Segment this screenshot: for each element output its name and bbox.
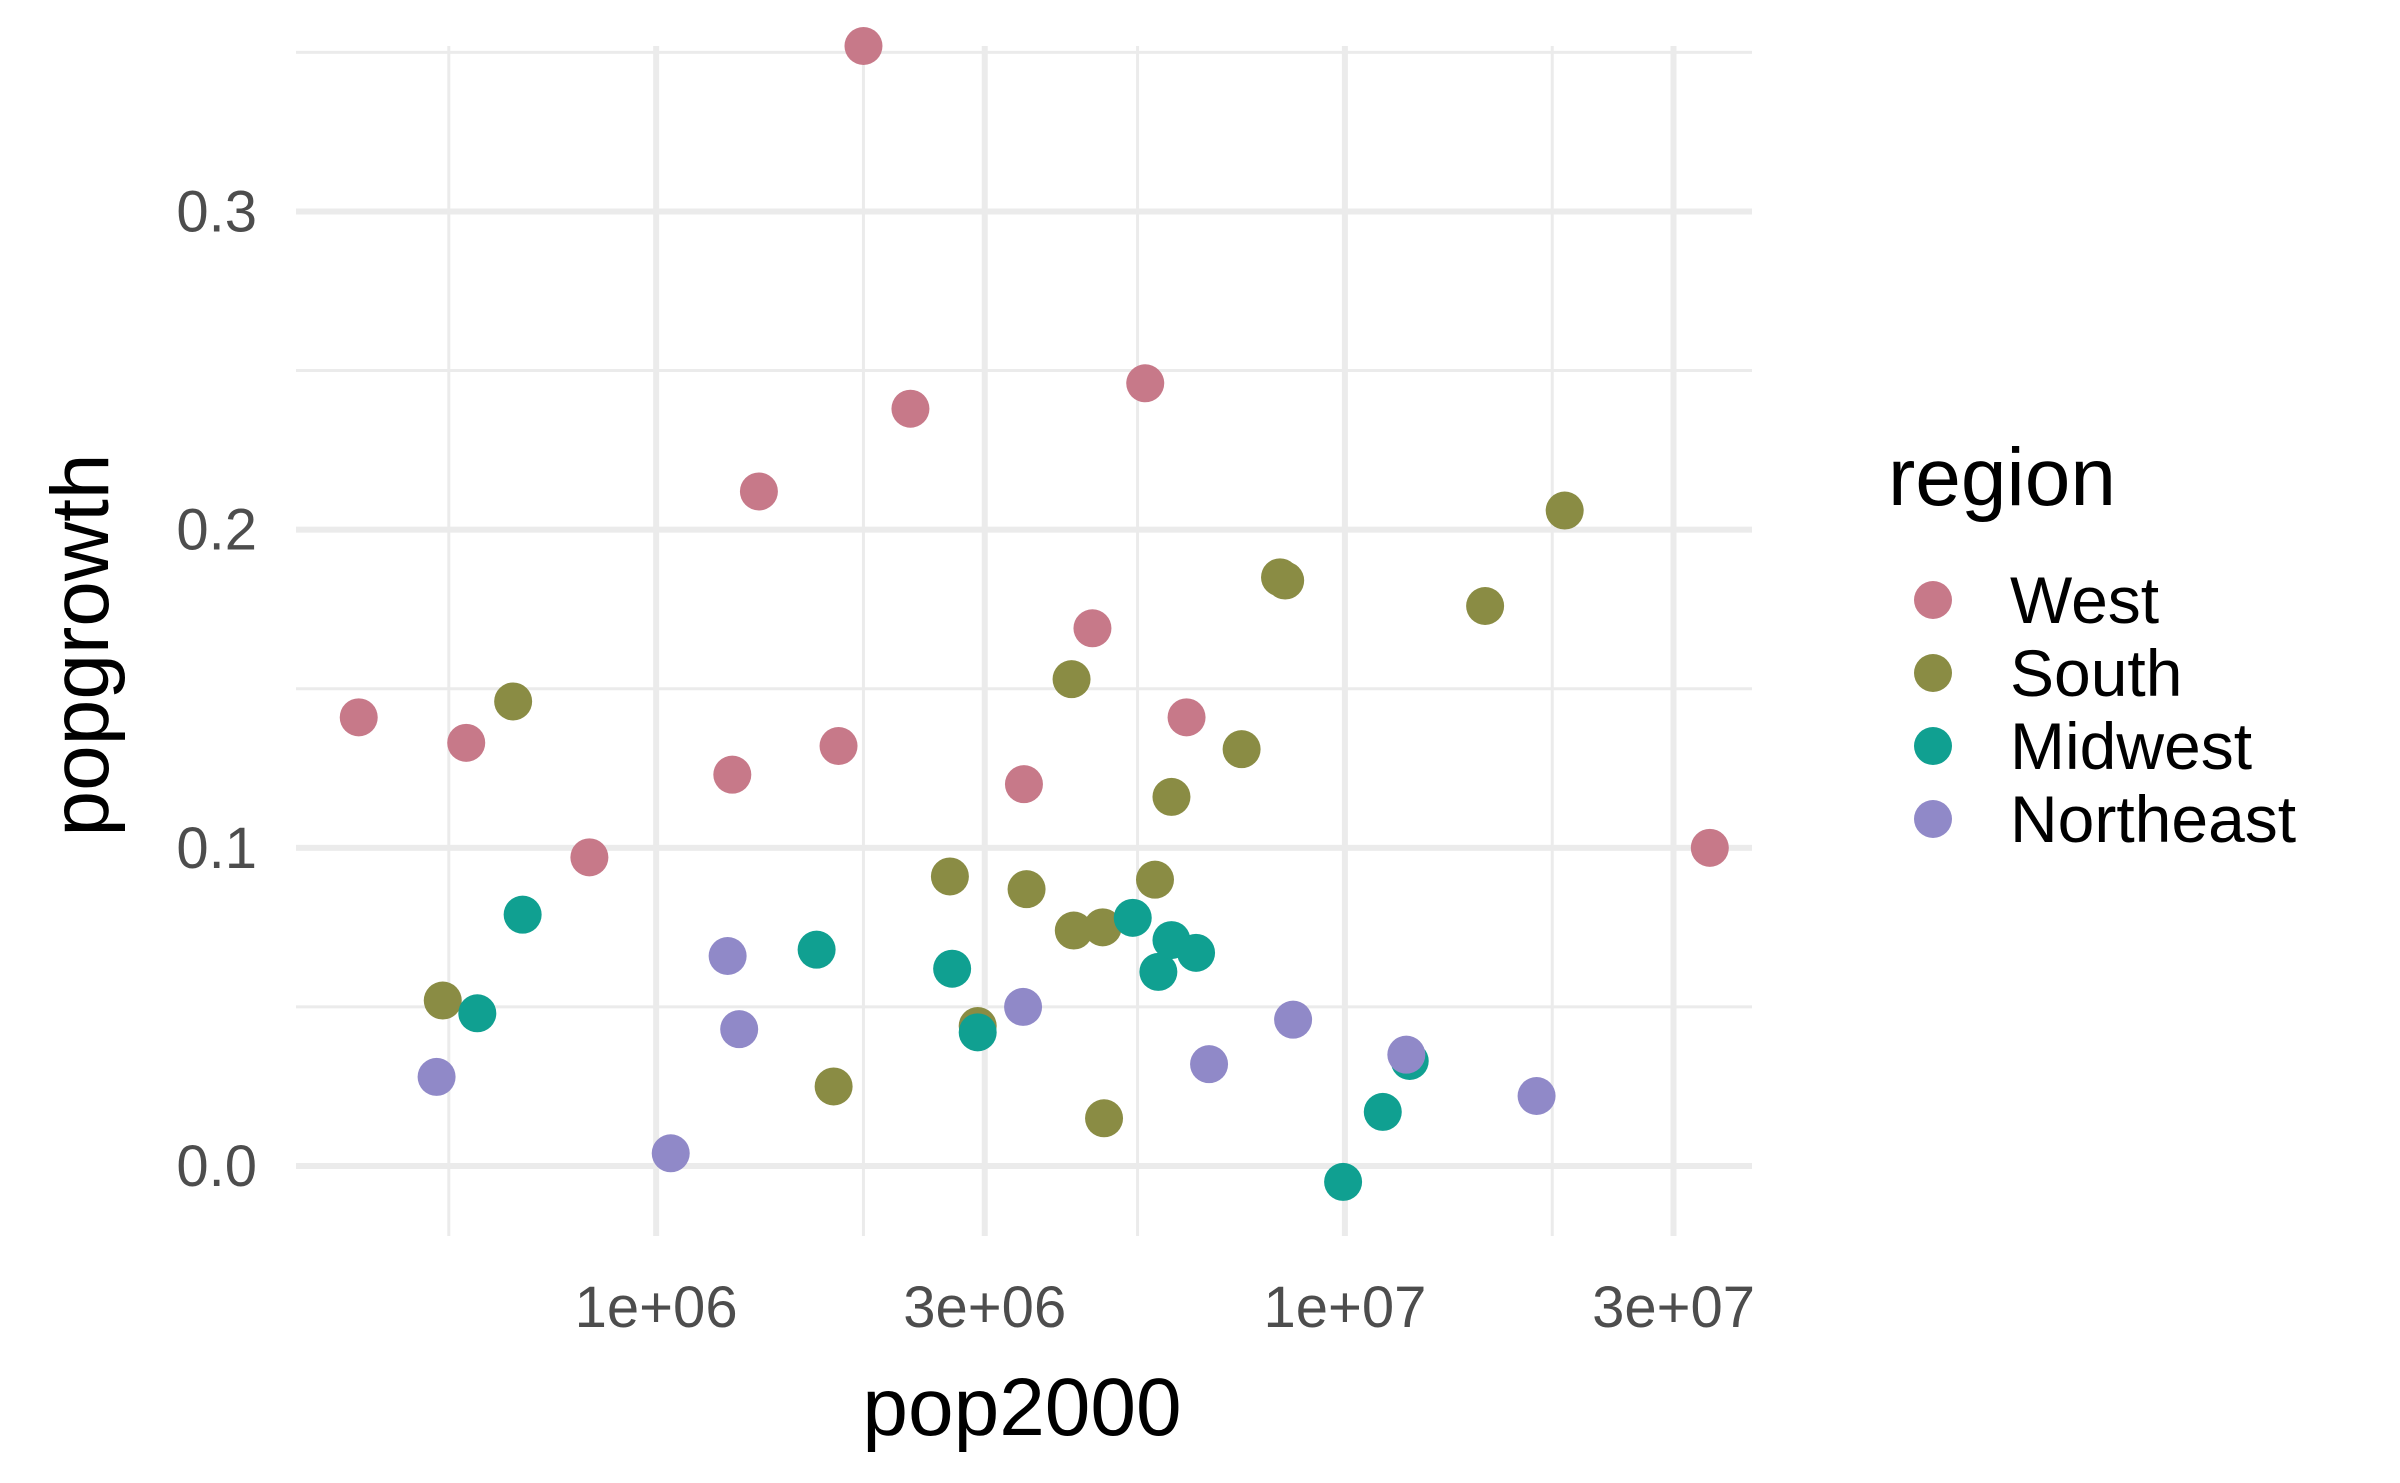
- point-south: [1083, 908, 1122, 947]
- minor-gridlines: [296, 46, 1752, 1236]
- point-northeast: [708, 937, 747, 975]
- point-midwest: [458, 994, 497, 1033]
- point-west: [1073, 609, 1112, 648]
- point-south: [1545, 491, 1584, 530]
- point-south: [1085, 1099, 1124, 1138]
- point-northeast: [1004, 987, 1043, 1026]
- legend-label-midwest: Midwest: [2010, 709, 2252, 783]
- point-northeast: [1387, 1035, 1426, 1074]
- y-tick-label: 0.2: [176, 498, 257, 563]
- point-south: [1152, 777, 1191, 816]
- point-west: [339, 698, 378, 737]
- x-tick-label: 3e+07: [1592, 1275, 1755, 1340]
- y-axis-title: popgrowth: [35, 454, 126, 837]
- point-west: [1126, 364, 1165, 403]
- point-west: [739, 472, 778, 511]
- point-west: [713, 755, 752, 794]
- point-northeast: [720, 1010, 759, 1049]
- point-west: [844, 27, 883, 65]
- y-tick-label: 0.3: [176, 179, 257, 244]
- point-northeast: [417, 1057, 456, 1096]
- point-west: [1690, 828, 1729, 867]
- y-tick-label: 0.1: [176, 816, 257, 881]
- point-midwest: [1324, 1162, 1363, 1201]
- point-northeast: [1274, 1000, 1313, 1039]
- point-south: [1266, 561, 1305, 600]
- point-south: [1054, 911, 1093, 950]
- legend-key-west: [1914, 581, 1952, 619]
- point-south: [814, 1067, 853, 1106]
- point-midwest: [1177, 933, 1216, 972]
- point-midwest: [1113, 898, 1152, 937]
- point-south: [1007, 870, 1046, 909]
- x-axis-tick-labels: 1e+06 3e+06 1e+07 3e+07: [575, 1275, 1755, 1340]
- x-tick-label: 3e+06: [903, 1275, 1066, 1340]
- x-tick-label: 1e+07: [1263, 1275, 1426, 1340]
- point-south: [494, 682, 533, 721]
- point-south: [1052, 660, 1091, 699]
- legend-label-west: West: [2010, 563, 2159, 637]
- point-west: [447, 723, 486, 762]
- y-axis-tick-labels: 0.0 0.1 0.2 0.3: [176, 179, 257, 1199]
- legend-key-midwest: [1914, 727, 1952, 765]
- point-midwest: [503, 895, 542, 934]
- x-tick-label: 1e+06: [575, 1275, 738, 1340]
- point-south: [423, 981, 462, 1020]
- point-northeast: [1517, 1077, 1556, 1115]
- point-south: [1222, 730, 1261, 769]
- point-west: [1167, 698, 1206, 737]
- point-west: [891, 389, 930, 428]
- point-west: [570, 838, 609, 877]
- data-points: [339, 27, 1729, 1201]
- point-midwest: [1363, 1092, 1402, 1131]
- legend-label-south: South: [2010, 636, 2182, 710]
- point-midwest: [958, 1013, 997, 1052]
- legend-label-northeast: Northeast: [2010, 782, 2296, 856]
- point-south: [1466, 587, 1505, 625]
- x-axis-title: pop2000: [862, 1362, 1181, 1453]
- y-tick-label: 0.0: [176, 1134, 257, 1199]
- point-northeast: [651, 1134, 690, 1173]
- point-south: [1135, 860, 1174, 899]
- point-west: [819, 727, 858, 765]
- point-midwest: [797, 930, 836, 969]
- point-west: [1004, 765, 1043, 804]
- point-northeast: [1190, 1045, 1229, 1084]
- legend-key-south: [1914, 654, 1952, 692]
- legend-title: region: [1888, 432, 2116, 523]
- major-gridlines: [296, 46, 1752, 1236]
- point-midwest: [933, 949, 972, 988]
- point-south: [930, 857, 969, 896]
- point-midwest: [1139, 952, 1178, 991]
- legend-key-northeast: [1914, 800, 1952, 838]
